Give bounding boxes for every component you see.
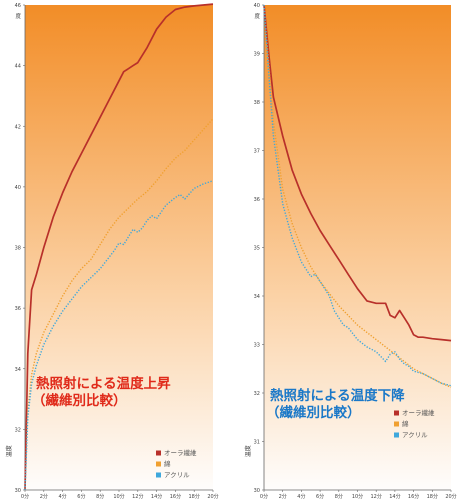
y-tick-label: 46 [15,3,21,9]
x-tick-label: 6分 [77,493,85,500]
legend-swatch [156,472,161,478]
y-tick-label: 30 [254,488,260,494]
x-tick-label: 8分 [96,493,104,500]
y-tick-label: 32 [15,427,21,433]
series-line-3 [24,180,214,491]
x-tick-label: 20分 [445,493,456,500]
y-tick-label: 40 [254,3,260,9]
y-tick-label: 42 [15,124,21,130]
y-tick-label: 33 [254,343,260,349]
x-tick-label: 10分 [352,493,363,500]
x-tick-label: 2分 [279,493,287,500]
y-tick-label: 31 [254,440,260,446]
y-tick-label: 35 [254,246,260,252]
y-tick-label: 39 [254,52,260,58]
legend-label: オーラ繊維 [402,408,435,417]
x-tick-label: 12分 [371,493,382,500]
legend-swatch [394,410,399,416]
x-tick-label: 0分 [21,493,29,500]
y-tick-label: 32 [254,391,260,397]
x-tick-label: 6分 [316,493,324,500]
chart-title: 熱照射による温度下降 [270,387,405,404]
x-tick-label: 0分 [260,493,268,500]
y-unit-label: 度 [15,12,21,20]
chart-subtitle: （繊維別比較） [32,392,127,409]
y-tick-label: 38 [254,100,260,106]
y-unit-label: 度 [254,12,260,20]
x-tick-label: 4分 [59,493,67,500]
y-tick-label: 44 [15,64,21,70]
y-tick-label: 38 [15,246,21,252]
y-tick-label: 37 [254,149,260,155]
legend-label: オーラ繊維 [164,448,197,457]
chart-panel-2: 30 31 32 33 34 35 36 37 38 39 40 度温度 0分 2分 4分 6分 8分 10分 12… [244,3,457,500]
x-tick-label: 10分 [113,493,124,500]
legend-label: アクリル [402,431,428,439]
y-axis-label: 温度 [244,445,252,457]
y-tick-label: 36 [15,306,21,312]
x-tick-label: 18分 [189,493,200,500]
legend-swatch [394,421,399,427]
legend-label: 綿 [164,459,171,468]
legend-label: アクリル [164,471,190,479]
y-tick-label: 40 [15,185,21,191]
y-tick-label: 34 [254,294,260,300]
y-tick-label: 30 [15,488,21,494]
chart-title: 熱照射による温度上昇 [36,375,171,392]
legend-label: 綿 [402,419,409,428]
y-tick-label: 34 [15,367,21,373]
y-axis-label: 温度 [5,445,13,457]
series-line-3 [263,4,452,387]
x-tick-label: 16分 [170,493,181,500]
plot-background [264,5,451,490]
plot-background [25,5,213,490]
series-line-2 [24,118,214,491]
chart-subtitle: （繊維別比較） [266,404,361,421]
legend-swatch [156,461,161,467]
x-tick-label: 20分 [207,493,218,500]
x-tick-label: 18分 [427,493,438,500]
x-tick-label: 14分 [151,493,162,500]
series-line-1 [24,3,214,491]
x-tick-label: 4分 [297,493,305,500]
x-tick-label: 12分 [132,493,143,500]
legend-swatch [156,450,161,456]
chart-panel-1: 30 32 34 36 38 40 42 44 46 度温度 0分 2分 4分 6分 8分 10分 12分 14分… [5,3,219,500]
legend-swatch [394,432,399,438]
y-tick-label: 36 [254,197,260,203]
x-tick-label: 8分 [335,493,343,500]
series-line-1 [263,4,452,342]
x-tick-label: 16分 [408,493,419,500]
x-tick-label: 14分 [389,493,400,500]
x-tick-label: 2分 [40,493,48,500]
